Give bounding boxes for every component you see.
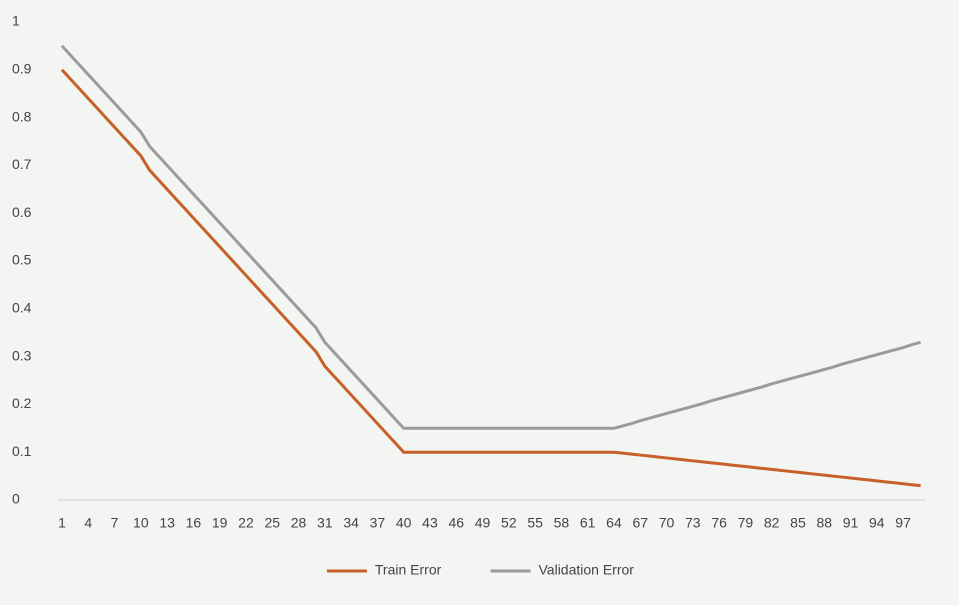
x-tick-label: 19	[212, 515, 228, 531]
x-tick-label: 91	[843, 515, 859, 531]
y-tick-label: 0.9	[12, 61, 32, 77]
y-tick-label: 1	[12, 13, 20, 29]
y-tick-label: 0	[12, 491, 20, 507]
x-tick-label: 1	[58, 515, 66, 531]
y-tick-label: 0.3	[12, 347, 32, 363]
x-tick-label: 22	[238, 515, 254, 531]
legend-label: Train Error	[375, 562, 442, 578]
x-tick-label: 25	[264, 515, 280, 531]
x-tick-label: 70	[659, 515, 675, 531]
x-tick-label: 94	[869, 515, 885, 531]
y-tick-label: 0.2	[12, 395, 32, 411]
y-tick-label: 0.8	[12, 108, 32, 124]
x-tick-label: 97	[895, 515, 911, 531]
x-tick-label: 10	[133, 515, 149, 531]
x-tick-label: 28	[291, 515, 307, 531]
x-tick-label: 88	[816, 515, 832, 531]
x-tick-label: 40	[396, 515, 412, 531]
y-tick-label: 0.1	[12, 443, 32, 459]
x-tick-label: 4	[84, 515, 92, 531]
x-tick-label: 64	[606, 515, 622, 531]
x-tick-label: 85	[790, 515, 806, 531]
x-tick-label: 82	[764, 515, 780, 531]
x-tick-label: 13	[159, 515, 175, 531]
y-tick-label: 0.6	[12, 204, 32, 220]
x-tick-label: 55	[527, 515, 543, 531]
x-tick-label: 49	[475, 515, 491, 531]
x-tick-label: 31	[317, 515, 333, 531]
x-tick-label: 79	[738, 515, 754, 531]
y-tick-label: 0.4	[12, 300, 32, 316]
x-tick-label: 7	[111, 515, 119, 531]
x-tick-label: 37	[370, 515, 386, 531]
legend-label: Validation Error	[539, 562, 635, 578]
y-tick-label: 0.7	[12, 156, 32, 172]
x-tick-label: 16	[186, 515, 202, 531]
y-tick-label: 0.5	[12, 252, 32, 268]
x-tick-label: 61	[580, 515, 596, 531]
x-tick-label: 73	[685, 515, 701, 531]
series-line	[60, 44, 922, 430]
series-line	[60, 68, 921, 488]
x-tick-label: 58	[554, 515, 570, 531]
x-tick-label: 43	[422, 515, 438, 531]
x-tick-label: 34	[343, 515, 359, 531]
x-tick-label: 46	[448, 515, 464, 531]
x-tick-label: 52	[501, 515, 517, 531]
x-tick-label: 67	[632, 515, 648, 531]
x-tick-label: 76	[711, 515, 727, 531]
